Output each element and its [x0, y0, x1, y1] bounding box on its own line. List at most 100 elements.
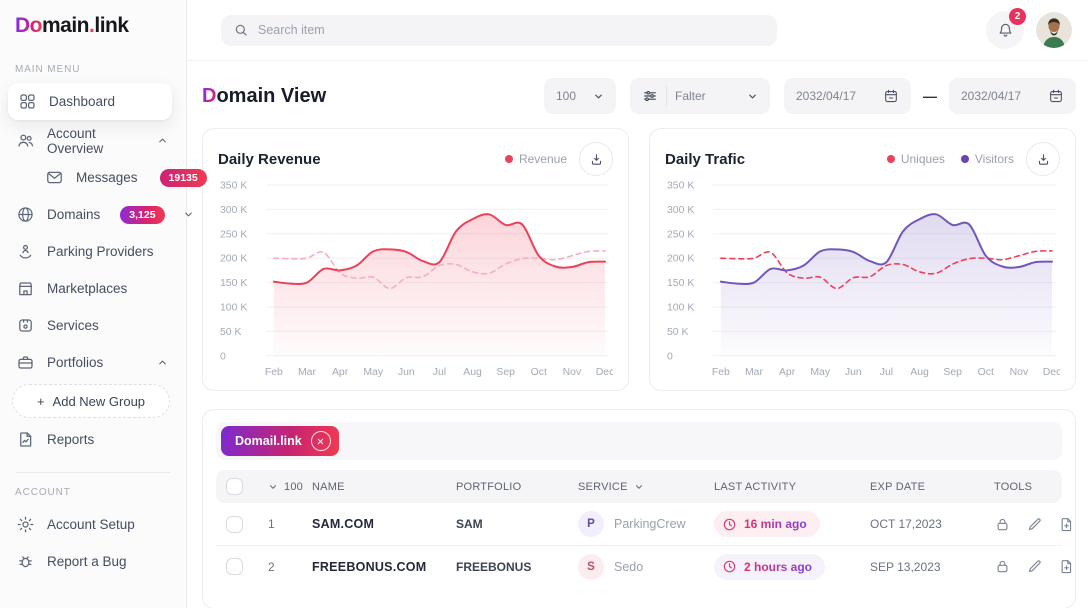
- download-chart-button[interactable]: [579, 142, 613, 176]
- column-header-last-activity[interactable]: LAST ACTIVITY: [714, 480, 797, 493]
- sidebar-item-marketplaces[interactable]: Marketplaces: [0, 270, 186, 307]
- table-body: 1 SAM.COM SAM P ParkingCrew 16 min ago O…: [216, 503, 1072, 587]
- sidebar-item-services[interactable]: Services: [0, 307, 186, 344]
- column-header-portfolio[interactable]: PORTFOLIO: [456, 480, 522, 493]
- edit-tool-button[interactable]: [1026, 516, 1043, 533]
- service-avatar: S: [578, 553, 604, 580]
- svg-text:350 K: 350 K: [220, 180, 247, 191]
- exp-date-cell: OCT 17,2023: [870, 517, 942, 531]
- bell-icon: [996, 21, 1015, 40]
- row-number: 1: [268, 517, 275, 531]
- sidebar-item-label: Reports: [47, 432, 95, 447]
- page-size-select[interactable]: 100: [544, 78, 616, 114]
- edit-tool-button[interactable]: [1026, 558, 1043, 575]
- search-icon: [233, 22, 249, 38]
- filter-select[interactable]: Falter: [630, 78, 770, 114]
- chevron-up-icon[interactable]: [157, 135, 168, 146]
- clock-icon: [722, 517, 737, 532]
- sidebar: Domain.link MAIN MENU Dashboard Account …: [0, 0, 207, 608]
- messages-count-badge: 19135: [159, 168, 207, 187]
- activity-badge: 2 hours ago: [714, 553, 826, 580]
- vertical-divider: [666, 86, 667, 106]
- date-range-separator: —: [923, 88, 937, 104]
- tools-cell: [994, 516, 1088, 533]
- sidebar-item-report-a-bug[interactable]: Report a Bug: [0, 543, 186, 580]
- lock-tool-button[interactable]: [994, 516, 1011, 533]
- download-icon: [1036, 152, 1051, 167]
- legend-dot: [504, 155, 513, 163]
- parking-provider-icon: [16, 242, 35, 261]
- table-row[interactable]: 2 FREEBONUS.COM FREEBONUS S Sedo 2 hours…: [216, 545, 1072, 587]
- svg-text:Apr: Apr: [332, 367, 349, 378]
- date-to-picker[interactable]: 2032/04/17: [949, 78, 1076, 114]
- sidebar-item-account-setup[interactable]: Account Setup: [0, 506, 186, 543]
- sidebar-item-label: Account Overview: [47, 125, 104, 156]
- sidebar-item-dashboard[interactable]: Dashboard: [8, 83, 172, 120]
- row-checkbox[interactable]: [226, 558, 243, 575]
- download-icon: [589, 152, 604, 167]
- plus-icon: +: [36, 393, 45, 409]
- chart-legend: Revenue: [504, 152, 567, 166]
- service-avatar: P: [578, 511, 604, 537]
- sidebar-nav: Dashboard Account Overview Messages 1913…: [0, 83, 207, 458]
- svg-text:150 K: 150 K: [667, 278, 694, 289]
- file-add-tool-button[interactable]: [1058, 558, 1075, 575]
- sidebar-item-reports[interactable]: Reports: [0, 421, 186, 458]
- remove-tag-icon[interactable]: [310, 431, 331, 451]
- page-title: Domain View: [202, 84, 327, 107]
- storefront-icon: [16, 279, 35, 298]
- sidebar-item-label: Dashboard: [49, 94, 116, 109]
- filter-tag[interactable]: Domail.link: [221, 426, 339, 456]
- row-checkbox[interactable]: [226, 515, 243, 533]
- sidebar-item-domains[interactable]: Domains 3,125: [0, 196, 192, 233]
- sidebar-item-messages[interactable]: Messages 19135: [0, 159, 207, 196]
- clock-icon: [722, 559, 737, 574]
- sidebar-item-label: Services: [47, 318, 99, 333]
- globe-icon: [16, 205, 35, 224]
- svg-text:200 K: 200 K: [220, 254, 247, 265]
- select-all-checkbox[interactable]: [226, 478, 243, 495]
- sidebar-item-label: Marketplaces: [47, 281, 128, 296]
- services-box-icon: [16, 316, 35, 335]
- download-chart-button[interactable]: [1026, 142, 1060, 176]
- date-from-picker[interactable]: 2032/04/17: [784, 78, 911, 114]
- column-header-name[interactable]: NAME: [312, 480, 345, 493]
- chevron-down-icon[interactable]: [183, 209, 194, 220]
- lock-tool-button[interactable]: [994, 558, 1011, 575]
- sidebar-item-account-overview[interactable]: Account Overview: [0, 122, 186, 159]
- svg-text:Mar: Mar: [298, 367, 317, 378]
- svg-text:0: 0: [220, 351, 226, 362]
- table-row[interactable]: 1 SAM.COM SAM P ParkingCrew 16 min ago O…: [216, 503, 1072, 545]
- legend-item: Visitors: [960, 152, 1014, 166]
- sidebar-item-label: Account Setup: [47, 517, 135, 532]
- chevron-up-icon[interactable]: [157, 357, 168, 368]
- svg-text:Apr: Apr: [779, 367, 796, 378]
- svg-text:100 K: 100 K: [667, 302, 694, 313]
- legend-dot: [886, 155, 895, 163]
- svg-text:Jul: Jul: [880, 367, 893, 378]
- svg-text:Feb: Feb: [712, 367, 730, 378]
- column-header-service[interactable]: SERVICE: [578, 481, 714, 493]
- add-new-group-button[interactable]: + Add New Group: [12, 384, 170, 418]
- sidebar-divider: [16, 472, 170, 473]
- domain-name-cell: SAM.COM: [312, 517, 375, 531]
- column-header-count[interactable]: 100: [268, 481, 312, 493]
- file-add-tool-button[interactable]: [1058, 516, 1075, 533]
- search-bar[interactable]: [221, 14, 777, 46]
- main-area: 2 Domain View 100: [187, 0, 1088, 608]
- main-menu-section-label: MAIN MENU: [15, 64, 81, 75]
- chart-title: Daily Trafic: [665, 150, 746, 168]
- svg-text:250 K: 250 K: [220, 229, 247, 240]
- sidebar-item-portfolios[interactable]: Portfolios: [0, 344, 186, 381]
- sidebar-item-parking-providers[interactable]: Parking Providers: [0, 233, 186, 270]
- briefcase-icon: [16, 353, 35, 372]
- app-logo[interactable]: Domain.link: [15, 14, 129, 37]
- user-avatar[interactable]: [1036, 12, 1072, 48]
- calendar-icon: [883, 88, 899, 104]
- column-header-exp-date[interactable]: EXP DATE: [870, 480, 926, 493]
- svg-text:0: 0: [667, 351, 673, 362]
- svg-text:Aug: Aug: [910, 367, 929, 378]
- search-input[interactable]: [258, 23, 765, 37]
- notifications-button[interactable]: 2: [986, 8, 1026, 49]
